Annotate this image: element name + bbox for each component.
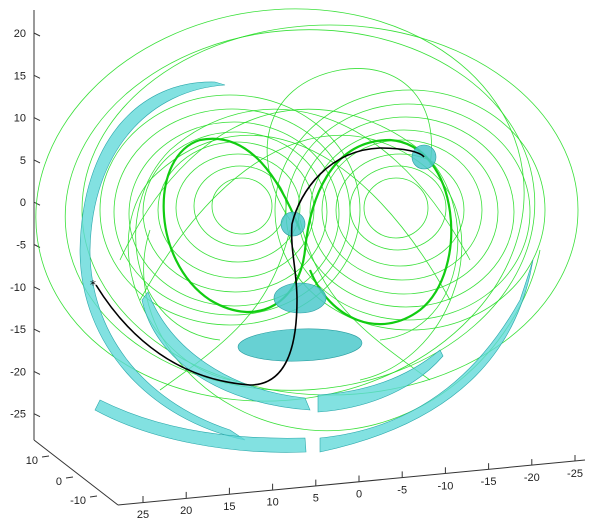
y-tick-mark [65,476,74,479]
x-axis: 25 20 15 10 5 0 -5 -10 -15 -20 -25 [137,455,583,521]
z-tick-mark [33,201,41,206]
z-tick-mark [33,413,41,418]
z-tick-mark [33,286,41,291]
invariant-tubes [79,81,534,453]
x-tick-label: 5 [313,493,319,505]
x-tick-label: -5 [397,484,407,496]
z-tick-label: 0 [20,197,26,209]
tube-bottom-left [94,399,307,453]
z-tick-mark [33,159,41,164]
z-tick-mark [33,370,41,375]
z-tick-mark [33,328,41,333]
z-tick-label: -5 [16,240,26,252]
z-tick-label: 5 [20,155,26,167]
tube-middle-right-arc [317,349,444,413]
z-tick-label: 15 [14,70,26,82]
z-tick-label: 10 [14,113,26,125]
z-tick-mark [33,74,41,79]
x-tick-label: -20 [524,472,540,484]
tube-ellipse-upper [273,282,327,314]
x-tick-label: 15 [223,501,235,513]
z-tick-label: -25 [10,409,26,421]
y-tick-mark [41,455,50,458]
z-tick-label: -20 [10,366,26,378]
z-tick-label: -15 [10,324,26,336]
x-tick-label: 20 [180,505,192,517]
y-tick-mark [89,495,98,498]
x-tick-label: 10 [266,497,278,509]
z-tick-label: 20 [14,28,26,40]
y-axis: 10 0 -10 [26,455,98,507]
z-axis: 20 15 10 5 0 -5 -10 -15 -20 -25 [10,28,41,421]
trajectory: * [90,147,425,386]
z-tick-mark [33,117,41,122]
x-tick-label: -10 [437,480,453,492]
axes-frame [33,10,586,506]
z-tick-label: -10 [10,282,26,294]
y-tick-label: 0 [56,476,62,488]
y-tick-label: -10 [70,495,86,507]
tube-bottom-right [319,259,534,453]
y-tick-label: 10 [26,455,38,467]
x-tick-label: -25 [567,468,583,480]
x-tick-label: 0 [356,489,362,501]
tube-ellipse-center [237,328,363,362]
x-tick-label: -15 [481,476,497,488]
z-tick-mark [33,32,41,37]
sphere-left [280,211,306,237]
tube-middle-arc [141,291,311,411]
start-marker: * [90,278,96,292]
x-tick-label: 25 [137,509,149,521]
